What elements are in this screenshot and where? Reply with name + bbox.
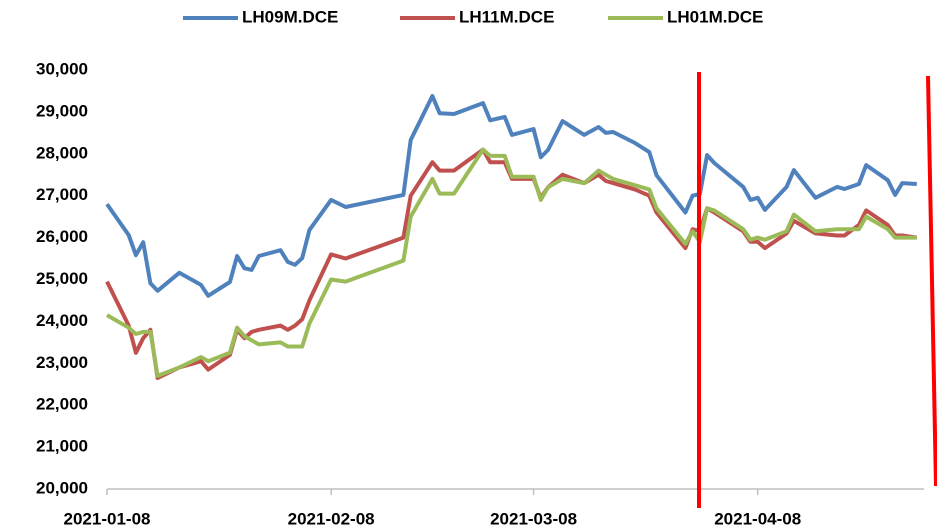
y-tick-label: 29,000 (36, 101, 88, 120)
y-tick-label: 26,000 (36, 227, 88, 246)
y-tick-label: 27,000 (36, 185, 88, 204)
x-tick-label: 2021-01-08 (64, 509, 151, 528)
series-line (105, 147, 918, 380)
marker-line (926, 75, 937, 487)
y-tick-label: 23,000 (36, 353, 88, 372)
x-tick-label: 2021-04-08 (714, 509, 801, 528)
y-tick-label: 30,000 (36, 59, 88, 78)
y-tick-label: 28,000 (36, 143, 88, 162)
y-tick-label: 25,000 (36, 269, 88, 288)
legend-label: LH09M.DCE (242, 7, 338, 26)
x-tick-label: 2021-02-08 (288, 509, 375, 528)
series-line (105, 147, 917, 378)
y-tick-label: 21,000 (36, 437, 88, 456)
legend-label: LH01M.DCE (667, 7, 763, 26)
legend-label: LH11M.DCE (459, 7, 554, 26)
x-tick-label: 2021-03-08 (490, 509, 577, 528)
series-line (105, 94, 917, 298)
y-tick-label: 20,000 (36, 478, 88, 497)
y-tick-label: 22,000 (36, 395, 88, 414)
y-tick-label: 24,000 (36, 311, 88, 330)
